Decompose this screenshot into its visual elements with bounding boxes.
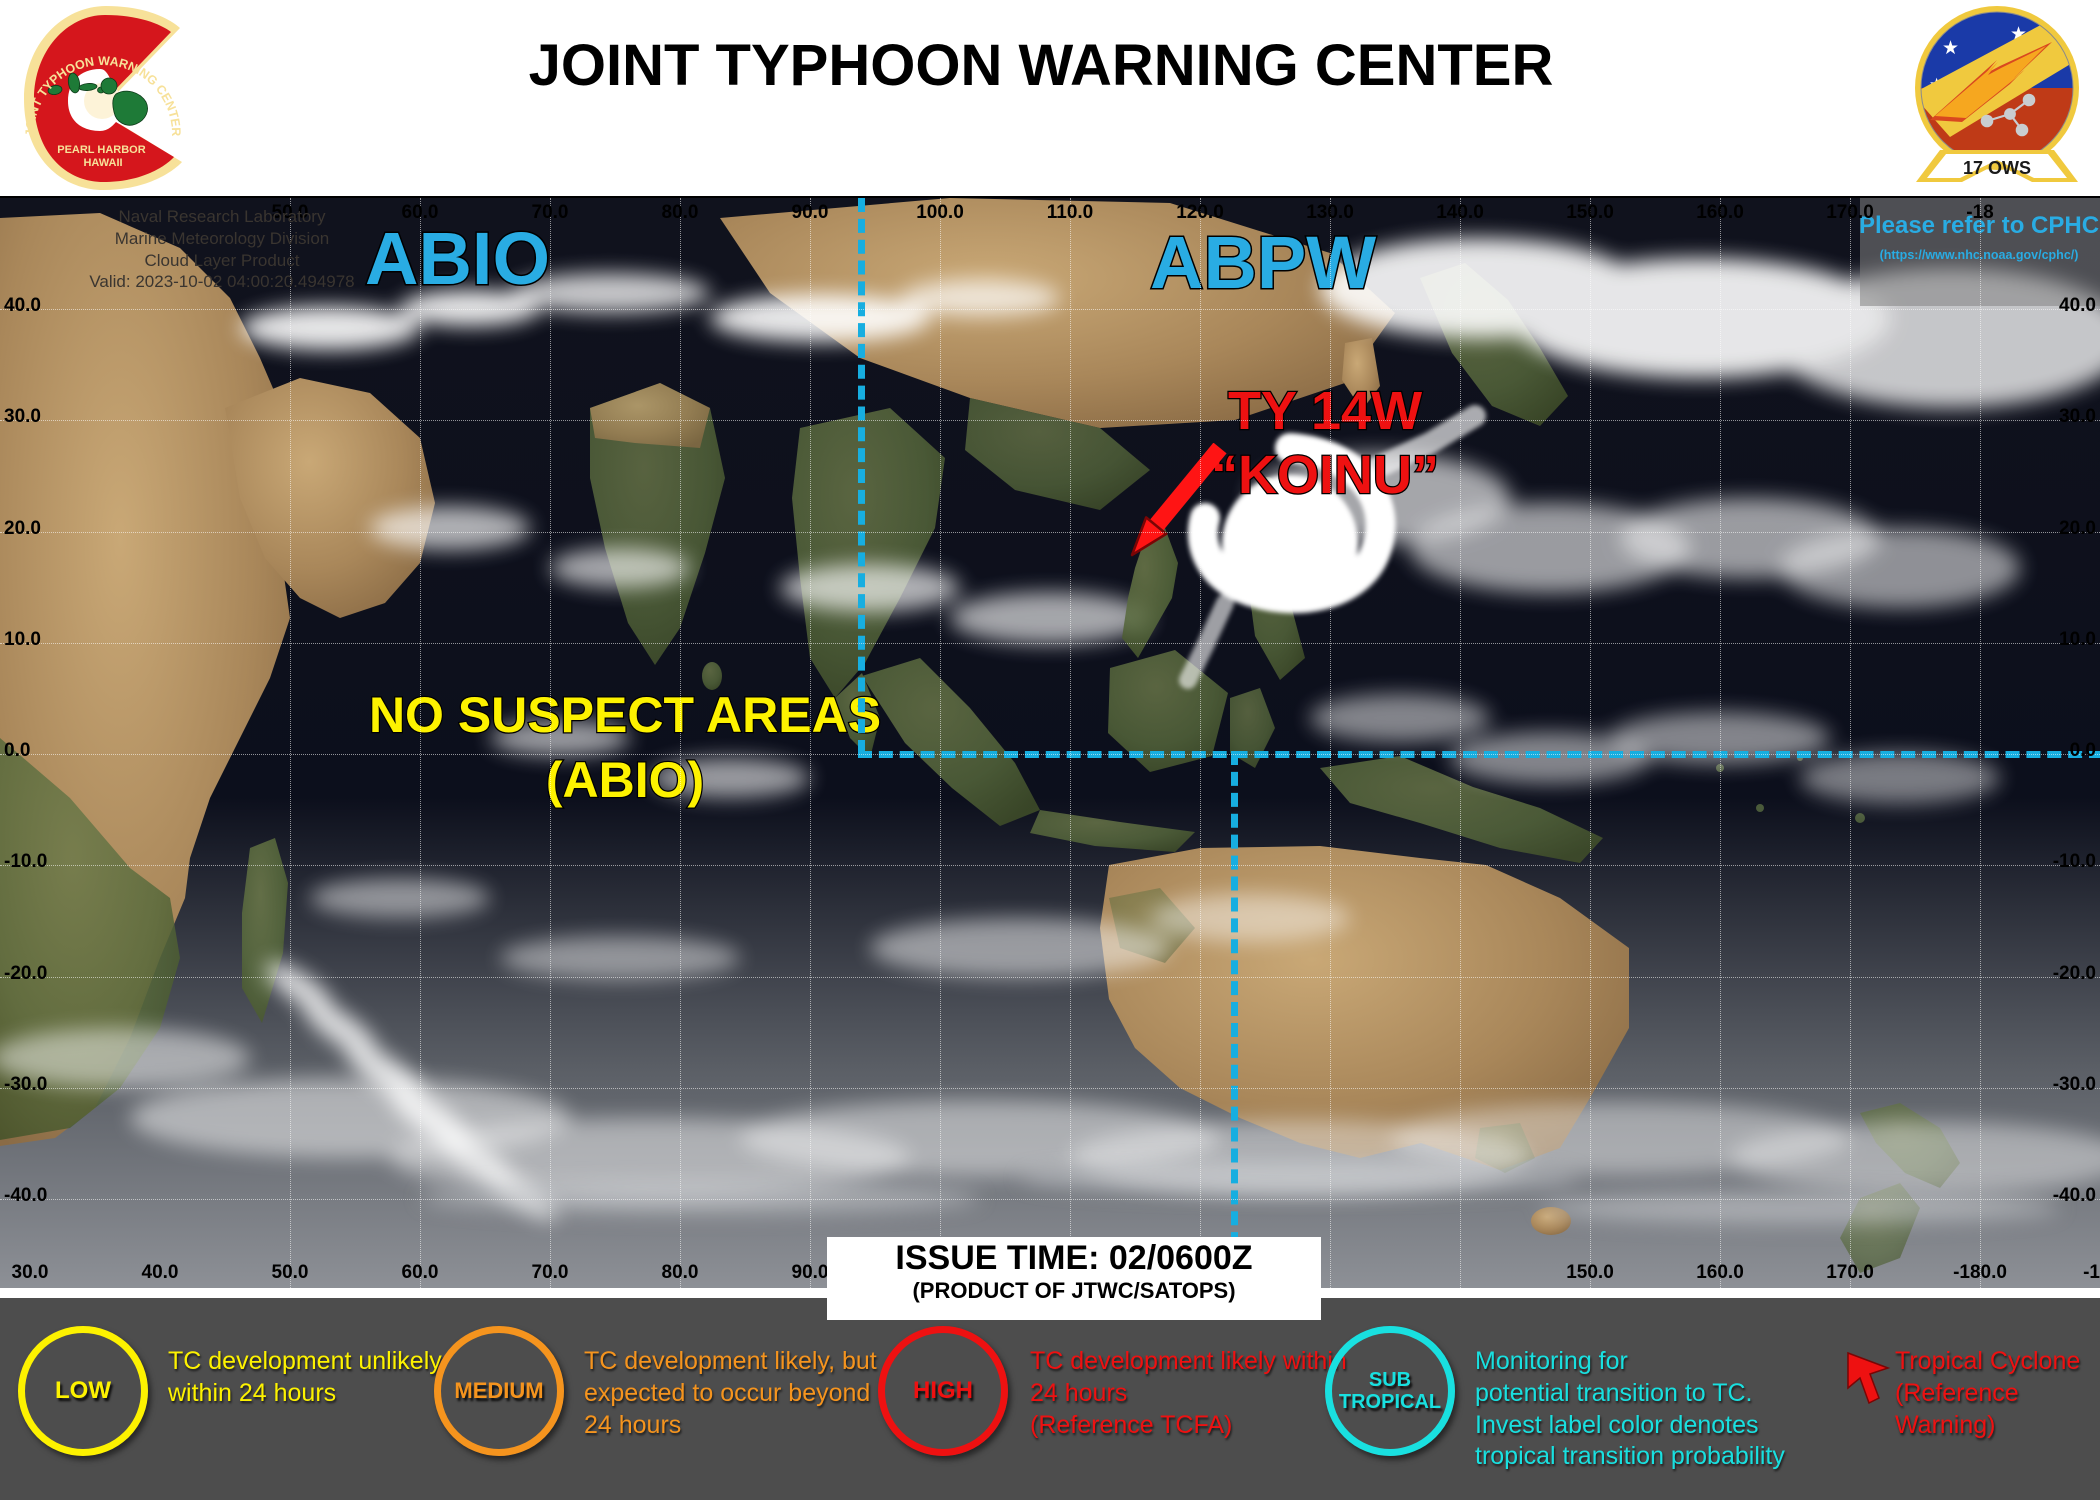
svg-text:★: ★ xyxy=(1942,38,1959,59)
svg-text:17 OWS: 17 OWS xyxy=(1963,158,2031,178)
